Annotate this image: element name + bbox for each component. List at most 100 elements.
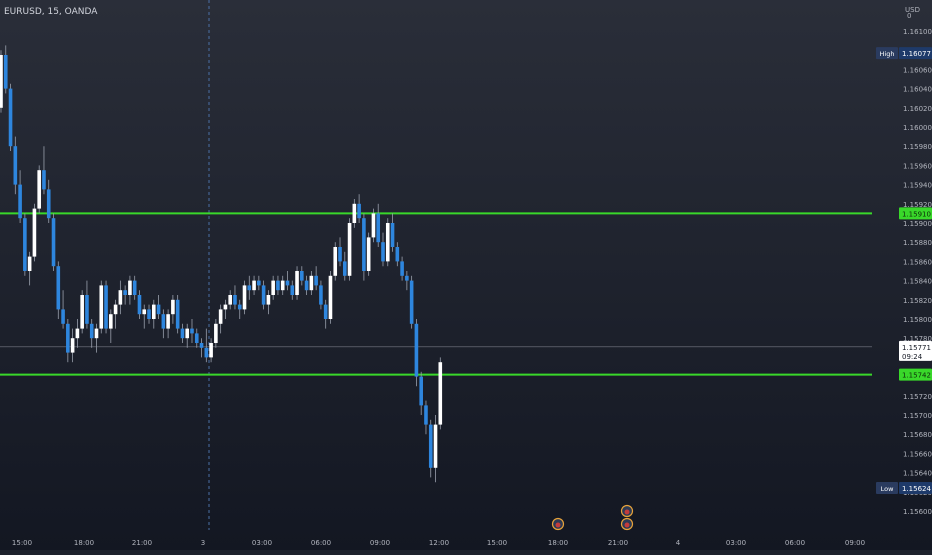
candle bbox=[75, 319, 80, 348]
candle-body bbox=[280, 280, 285, 291]
candle-body bbox=[171, 299, 175, 315]
candle bbox=[414, 319, 419, 387]
candle bbox=[8, 83, 13, 151]
candle-body bbox=[199, 343, 204, 348]
candle-body bbox=[56, 266, 61, 310]
candle bbox=[132, 275, 137, 300]
candle-body bbox=[123, 290, 127, 295]
low-price-tag-label: Low bbox=[881, 485, 894, 493]
candle bbox=[271, 275, 275, 300]
economic-event-icon[interactable] bbox=[620, 517, 634, 531]
candle-body bbox=[61, 309, 65, 324]
candle-body bbox=[3, 55, 8, 89]
candle-body bbox=[166, 314, 170, 329]
candle bbox=[175, 295, 180, 334]
level-1-price-tag-value: 1.15910 bbox=[902, 210, 931, 218]
candle bbox=[99, 280, 104, 334]
candle-body bbox=[323, 304, 328, 319]
candle bbox=[233, 285, 237, 310]
candle bbox=[142, 304, 147, 329]
candle-body bbox=[85, 295, 89, 324]
price-tick-label: 1.15960 bbox=[903, 162, 932, 170]
currency-menu-icon[interactable]: 0 bbox=[907, 12, 911, 20]
candle-body bbox=[132, 280, 137, 295]
candle bbox=[314, 266, 318, 291]
candle bbox=[214, 319, 218, 348]
candle bbox=[304, 275, 309, 295]
candle bbox=[3, 45, 8, 94]
candle-body bbox=[142, 309, 147, 315]
price-tick-label: 1.16020 bbox=[903, 105, 932, 113]
candle-body bbox=[80, 295, 84, 329]
candle-body bbox=[214, 323, 218, 343]
candle-body bbox=[51, 218, 56, 267]
candle bbox=[261, 280, 266, 310]
candle-body bbox=[385, 223, 390, 262]
time-tick-label: 03:00 bbox=[726, 539, 746, 547]
last-price-tag-countdown: 09:24 bbox=[902, 353, 923, 361]
candle-body bbox=[204, 347, 209, 358]
time-axis[interactable]: 15:00 18:00 21:00 3 03:00 06:00 09:00 12:00 15:0… bbox=[12, 539, 865, 547]
candle bbox=[328, 271, 333, 324]
candle bbox=[438, 357, 443, 430]
currency-label[interactable]: USD bbox=[905, 6, 920, 14]
candle bbox=[319, 280, 323, 310]
candle bbox=[266, 290, 271, 315]
candle bbox=[56, 261, 61, 319]
candle bbox=[342, 251, 347, 281]
candle bbox=[37, 165, 41, 214]
candle-body bbox=[27, 256, 32, 271]
candle-body bbox=[424, 405, 428, 425]
candle-body bbox=[328, 275, 333, 319]
price-tick-label: 1.15940 bbox=[903, 182, 932, 190]
candle bbox=[42, 146, 46, 195]
candle bbox=[280, 275, 285, 295]
price-tick-label: 1.15820 bbox=[903, 297, 932, 305]
low-price-tag[interactable]: Low 1.15624 bbox=[876, 481, 932, 494]
price-tick-label: 1.15880 bbox=[903, 239, 932, 247]
candle-body bbox=[32, 208, 37, 257]
candle-body bbox=[342, 261, 347, 276]
candle-body bbox=[18, 184, 22, 219]
candle-body bbox=[290, 285, 295, 295]
candle-body bbox=[185, 328, 190, 339]
candle bbox=[409, 275, 414, 329]
candle-body bbox=[118, 290, 123, 305]
candle-body bbox=[395, 247, 400, 262]
candle-body bbox=[433, 424, 438, 468]
high-price-tag-label: High bbox=[880, 50, 895, 58]
time-tick-label: 21:00 bbox=[132, 539, 152, 547]
time-tick-label: 15:00 bbox=[487, 539, 507, 547]
economic-event-icon[interactable] bbox=[551, 517, 565, 531]
candle bbox=[61, 290, 65, 329]
price-tick-label: 1.16000 bbox=[903, 124, 932, 132]
level-1-price-tag[interactable]: 1.15910 bbox=[899, 207, 932, 220]
candle-body bbox=[409, 280, 414, 324]
candle-body bbox=[0, 55, 3, 108]
candle-body bbox=[175, 299, 180, 329]
level-2-price-tag[interactable]: 1.15742 bbox=[899, 368, 932, 381]
candle bbox=[180, 323, 185, 343]
candle bbox=[381, 232, 385, 267]
candle bbox=[85, 280, 89, 329]
price-tick-label: 1.15860 bbox=[903, 258, 932, 266]
candle bbox=[137, 290, 142, 319]
candle-body bbox=[190, 328, 194, 334]
candle-body bbox=[128, 280, 132, 295]
candle bbox=[357, 194, 361, 223]
candle bbox=[237, 299, 242, 319]
candle-body bbox=[151, 304, 156, 319]
economic-event-icon[interactable] bbox=[620, 504, 634, 518]
candle-body bbox=[357, 203, 361, 219]
high-price-tag[interactable]: High 1.16077 bbox=[876, 47, 932, 60]
candle-body bbox=[428, 424, 433, 468]
candle bbox=[242, 280, 247, 315]
candle bbox=[295, 266, 299, 300]
time-tick-label: 15:00 bbox=[12, 539, 32, 547]
candle-body bbox=[23, 218, 27, 271]
symbol-title[interactable]: EURUSD, 15, OANDA bbox=[4, 7, 98, 17]
candle-body bbox=[8, 88, 13, 147]
